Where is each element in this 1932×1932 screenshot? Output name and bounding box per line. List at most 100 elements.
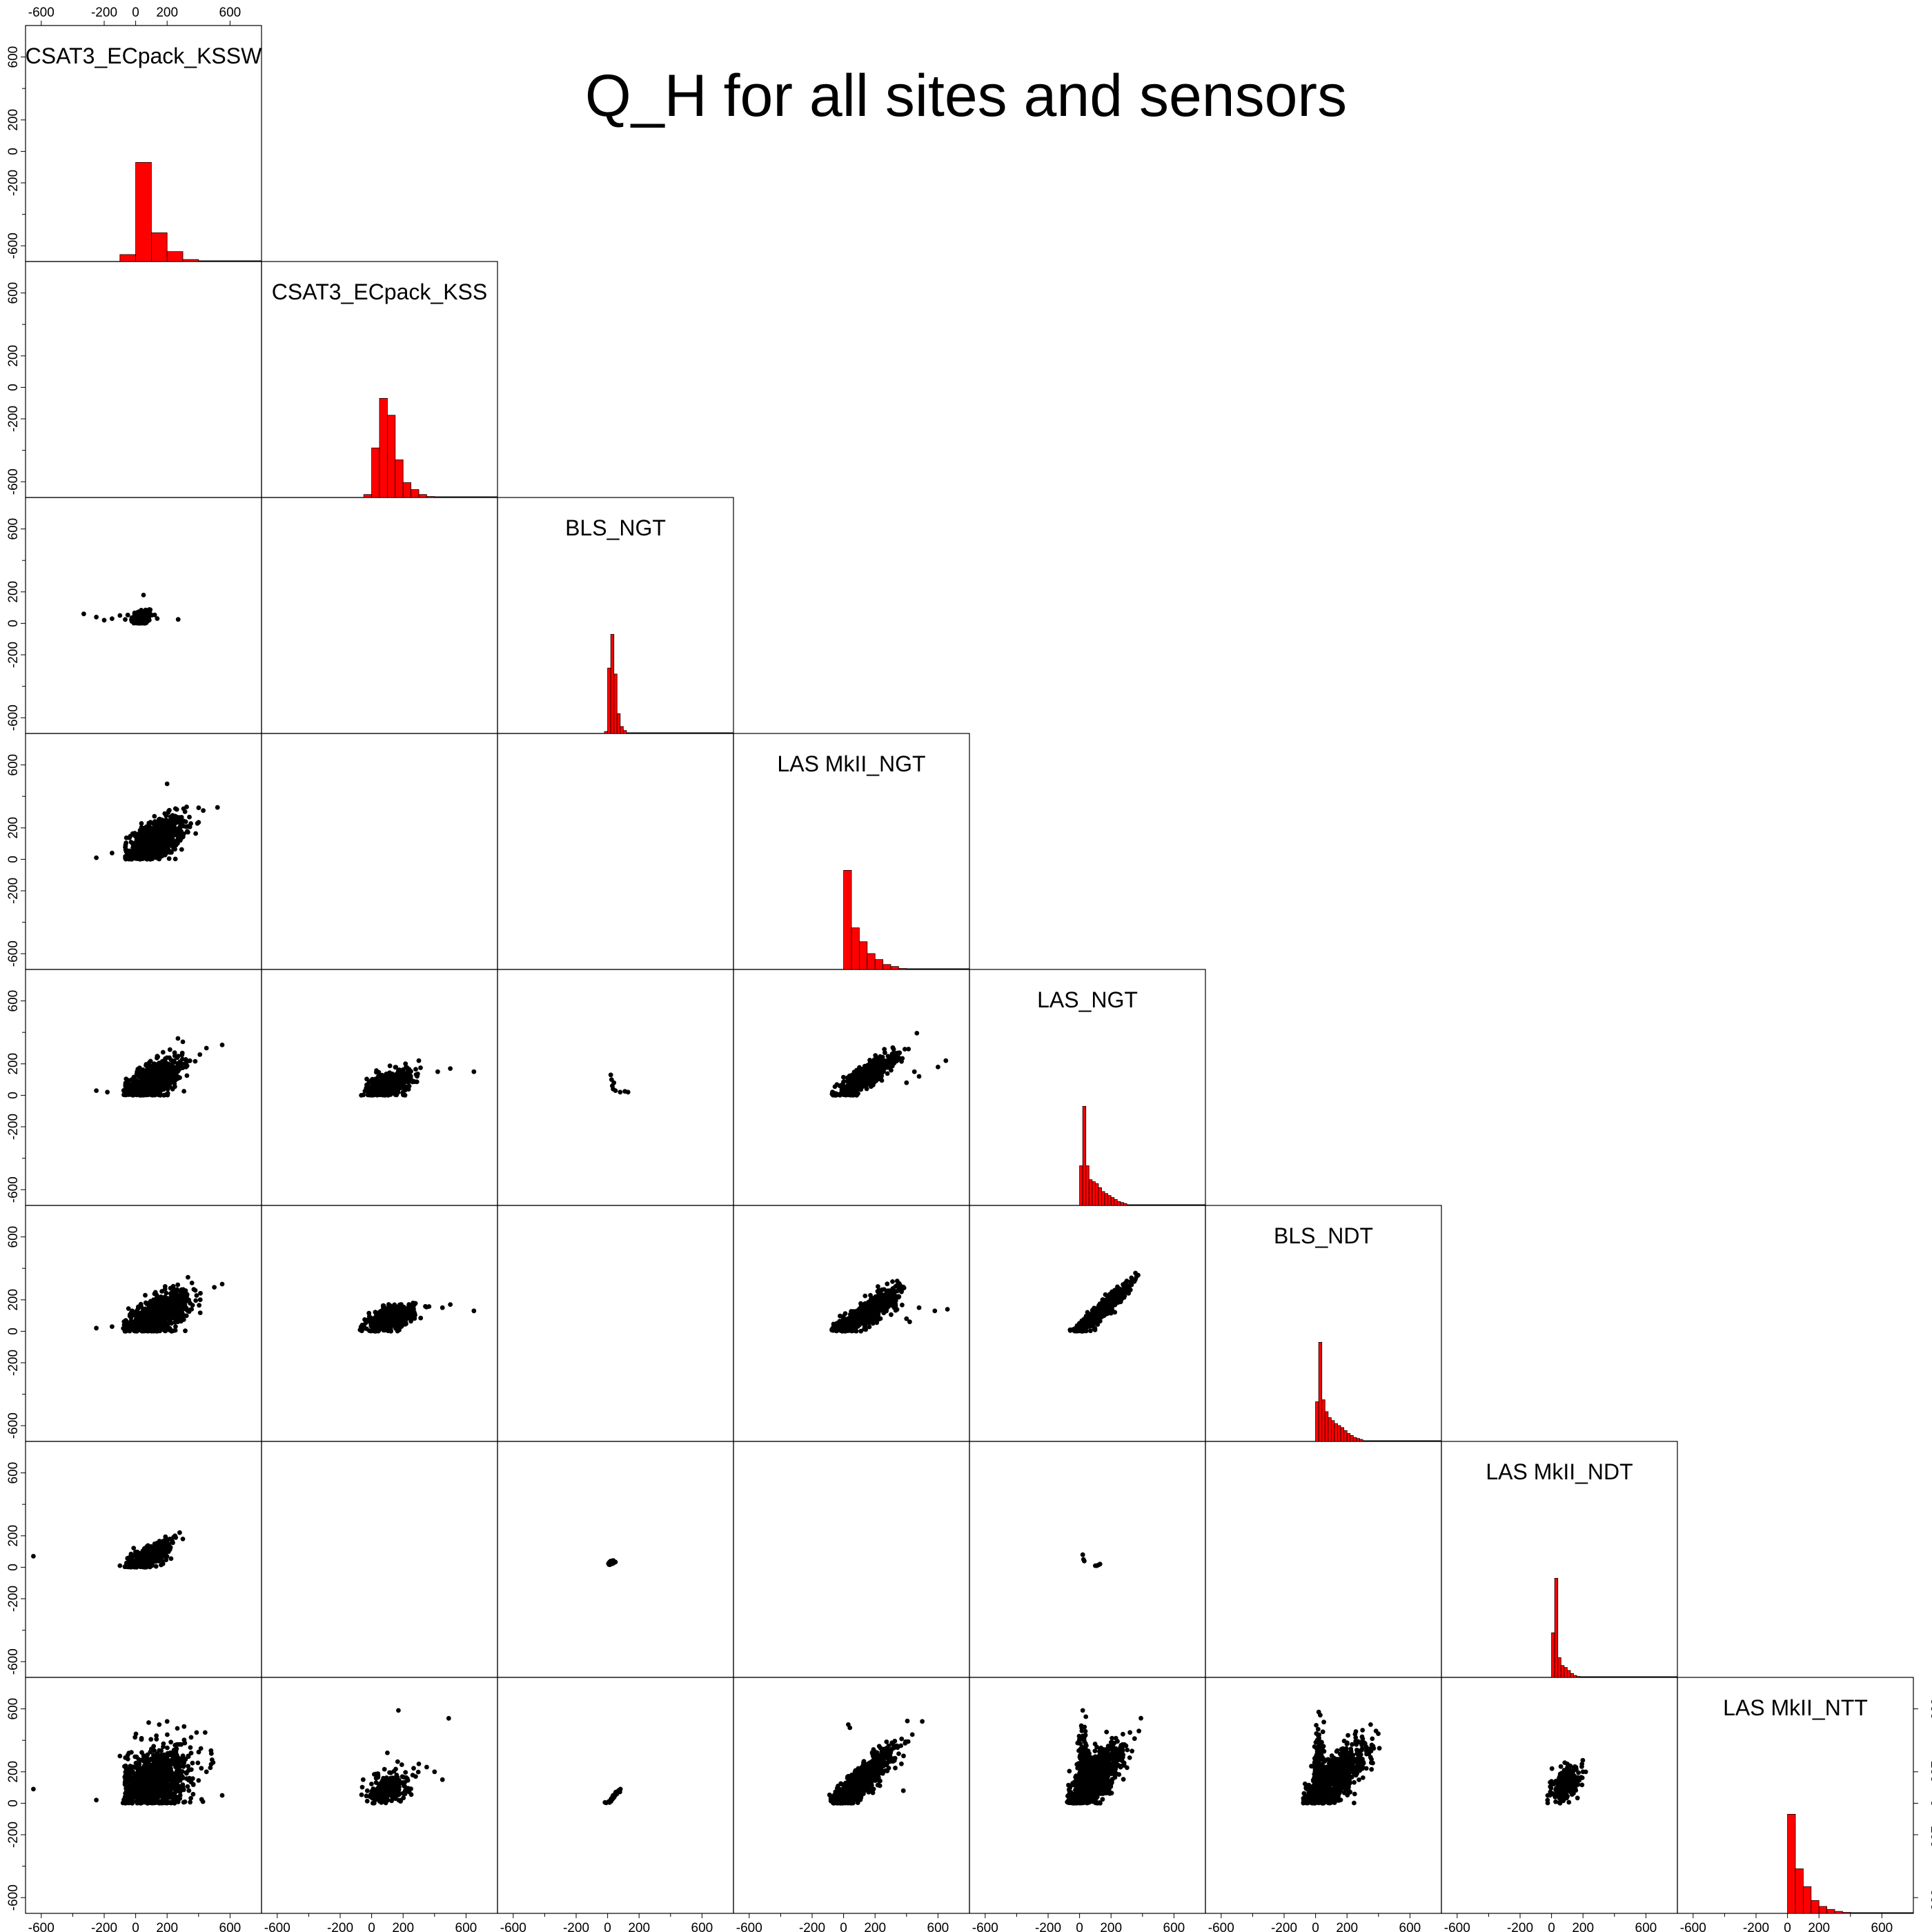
data-point: [172, 1072, 177, 1078]
data-point: [392, 1311, 397, 1317]
data-point: [164, 1307, 169, 1312]
data-point: [141, 593, 146, 598]
data-point: [188, 821, 193, 826]
data-point: [184, 1073, 190, 1078]
data-point: [146, 840, 151, 846]
data-point: [152, 1291, 157, 1297]
data-point: [404, 1065, 408, 1070]
data-point: [367, 1328, 372, 1333]
histogram-las-ngt: LAS_NGT: [1037, 987, 1205, 1206]
data-point: [134, 1090, 139, 1094]
panel-frame-r6-c1: [261, 1441, 498, 1678]
data-point: [874, 1078, 879, 1083]
histogram-bar: [379, 397, 388, 498]
histogram-bar: [1116, 1201, 1121, 1206]
panel-frame-r5-c2: [497, 1205, 734, 1442]
histogram-bar: [851, 927, 860, 970]
data-point: [865, 1063, 870, 1069]
histogram-bar: [1811, 1900, 1820, 1914]
data-point: [186, 1274, 190, 1280]
data-point: [408, 1317, 414, 1323]
data-point: [197, 1297, 203, 1303]
data-point: [195, 820, 200, 826]
histogram-bar: [1346, 1433, 1351, 1442]
data-point: [173, 1077, 179, 1083]
variable-label: LAS MkII_NGT: [777, 751, 925, 776]
data-point: [170, 1283, 176, 1289]
data-point: [146, 1318, 152, 1323]
data-point: [139, 1077, 145, 1083]
data-point: [126, 1306, 131, 1311]
histogram-bar: [395, 460, 404, 498]
data-point: [142, 620, 148, 626]
scatter-panel-r4-c2: [608, 1072, 631, 1095]
histogram-bar: [119, 254, 137, 262]
histogram-bar: [371, 447, 380, 498]
data-point: [898, 1056, 903, 1062]
variable-label: LAS MkII_NTT: [1723, 1695, 1868, 1720]
data-point: [161, 852, 166, 858]
data-point: [890, 1045, 896, 1050]
data-point: [368, 1085, 373, 1090]
variable-label: CSAT3_ECpack_KSS: [272, 279, 487, 304]
data-point: [172, 814, 178, 819]
histogram-bar: [874, 959, 883, 970]
data-point: [383, 1323, 388, 1328]
data-point: [170, 823, 175, 829]
data-point: [127, 835, 132, 840]
data-point: [155, 1323, 159, 1328]
histogram-bar: [1795, 1868, 1804, 1914]
data-point: [408, 1074, 413, 1078]
histogram-bar: [1551, 1632, 1555, 1678]
data-point: [151, 837, 156, 842]
data-point: [411, 1301, 415, 1305]
histogram-las-mkii-ndt: LAS MkII_NDT: [1486, 1459, 1677, 1678]
panel-frame-r2-c1: [261, 497, 498, 734]
histogram-bar: [1350, 1435, 1354, 1442]
scatter-panel-r2-c0: [81, 593, 181, 626]
data-point: [847, 1092, 853, 1098]
histogram-bar: [1104, 1193, 1109, 1206]
scatter-panel-r4-c3: [829, 1031, 949, 1098]
data-point: [375, 1085, 381, 1091]
data-point: [184, 1058, 190, 1064]
histogram-bar: [411, 489, 420, 498]
data-point: [140, 855, 146, 860]
data-point: [170, 1302, 175, 1308]
data-point: [885, 1281, 890, 1287]
data-point: [166, 1321, 170, 1327]
data-point: [387, 1063, 393, 1069]
data-point: [162, 1328, 167, 1333]
data-point: [399, 1076, 404, 1081]
panel-frame-r6-c2: [497, 1441, 734, 1678]
data-point: [134, 1081, 139, 1086]
data-point: [153, 825, 158, 830]
histogram-bar: [1337, 1425, 1341, 1442]
data-point: [94, 614, 99, 620]
data-point: [906, 1047, 911, 1052]
data-point: [870, 1072, 875, 1078]
data-point: [146, 1089, 152, 1094]
data-point: [193, 1298, 199, 1303]
data-point: [131, 854, 137, 859]
data-point: [168, 820, 173, 825]
data-point: [124, 1328, 129, 1333]
data-point: [193, 1288, 198, 1293]
data-point: [383, 1092, 388, 1098]
data-point: [832, 1093, 838, 1098]
data-point: [834, 1082, 840, 1087]
data-point: [164, 1297, 169, 1302]
data-point: [471, 1069, 477, 1074]
histogram-bar: [1334, 1423, 1338, 1442]
histogram-bar: [607, 667, 611, 734]
data-point: [167, 1328, 172, 1333]
scatter-panel-r5-c0: [94, 1274, 225, 1334]
data-point: [889, 1052, 895, 1056]
data-point: [887, 1063, 892, 1068]
data-point: [374, 1068, 379, 1073]
data-point: [943, 1058, 949, 1063]
data-point: [110, 1324, 115, 1329]
data-point: [867, 1058, 872, 1063]
data-point: [182, 809, 188, 814]
data-point: [413, 1067, 418, 1072]
